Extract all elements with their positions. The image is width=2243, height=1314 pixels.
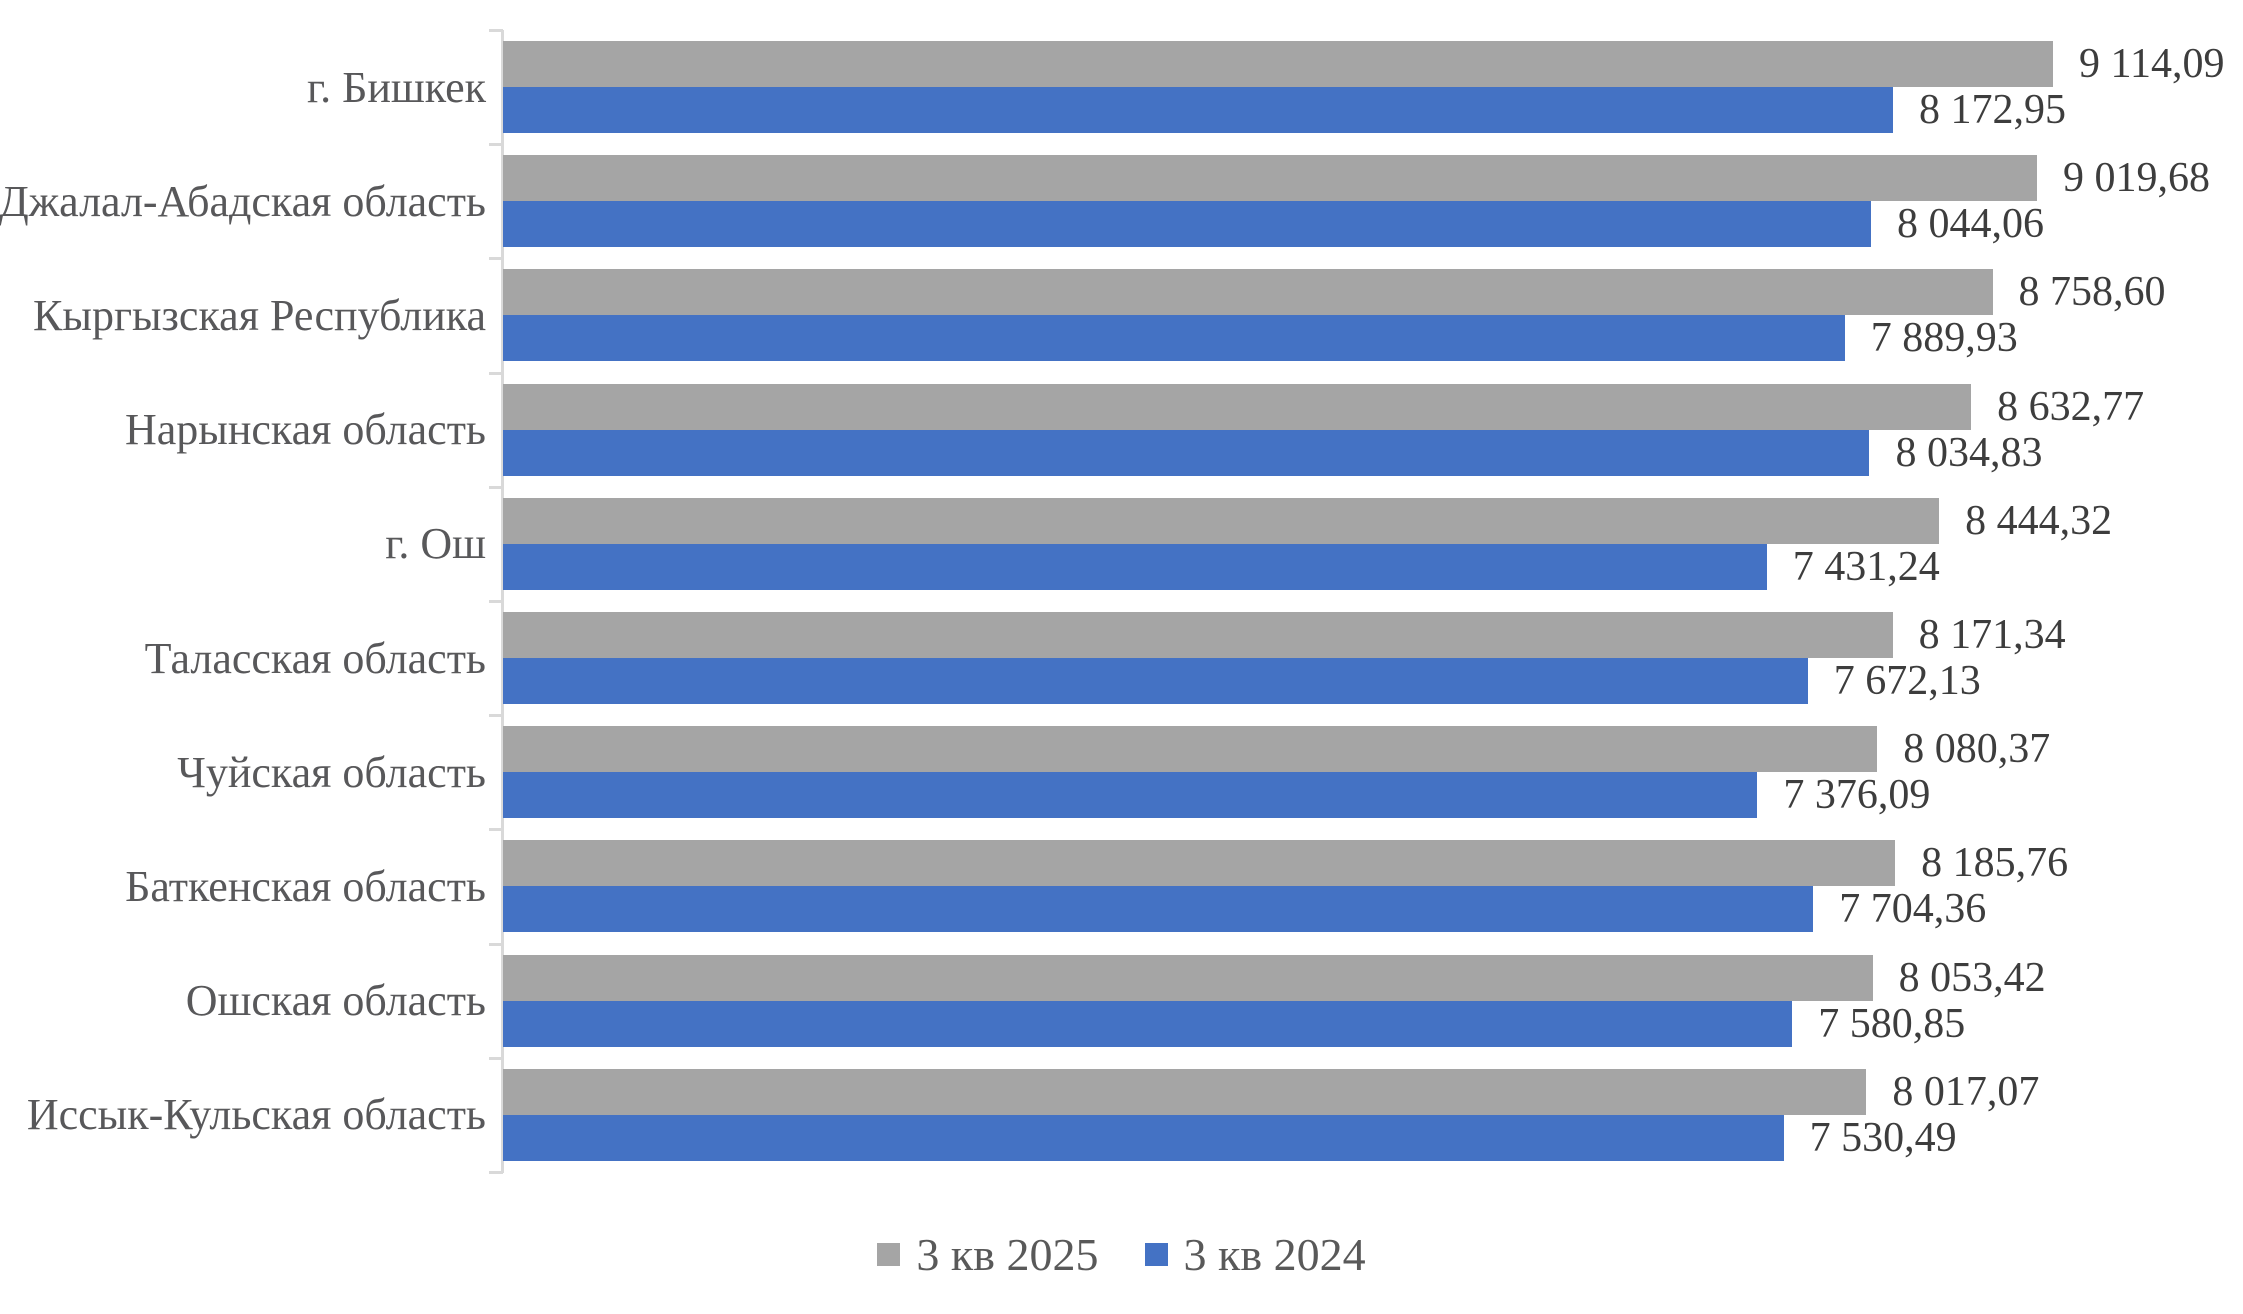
- bar-3kv2025: 8 185,76: [503, 840, 2068, 887]
- value-label-3kv2024: 8 044,06: [1897, 201, 2045, 248]
- bar-3kv2024: 8 172,95: [503, 87, 2066, 133]
- category-label: г. Ош: [385, 519, 486, 569]
- bar-3kv2024: 8 044,06: [503, 201, 2044, 248]
- bar-3kv2025: 8 080,37: [503, 726, 2050, 773]
- legend-swatch-icon: [877, 1243, 901, 1266]
- chart-row: Таласская область 8 171,34 7 672,13: [0, 601, 2243, 715]
- category-label: Баткенская область: [125, 861, 486, 911]
- plot-area: г. Бишкек 9 114,09 8 172,95 Джалал-Абадс…: [0, 30, 2243, 1172]
- value-label-3kv2025: 8 758,60: [2018, 269, 2166, 316]
- legend-item: 3 кв 2024: [1144, 1228, 1366, 1281]
- bar-3kv2024: 8 034,83: [503, 429, 2042, 476]
- bar-3kv2025: 9 019,68: [503, 155, 2210, 202]
- bar-3kv2024: 7 704,36: [503, 886, 1986, 933]
- bar-group: 8 185,76 7 704,36: [503, 840, 2068, 933]
- value-label-3kv2024: 7 704,36: [1839, 886, 1987, 933]
- value-label-3kv2024: 7 431,24: [1792, 543, 1940, 590]
- bar-group: 8 017,07 7 530,49: [503, 1068, 2053, 1161]
- chart-row: Чуйская область 8 080,37 7 376,09: [0, 715, 2243, 829]
- bar-3kv2025: 8 017,07: [503, 1068, 2039, 1115]
- bar-3kv2025: 8 171,34: [503, 612, 2066, 658]
- value-label-3kv2024: 8 172,95: [1918, 87, 2066, 133]
- value-label-3kv2025: 8 632,77: [1997, 383, 2145, 430]
- bar-group: 8 444,32 7 431,24: [503, 497, 2112, 590]
- value-label-3kv2025: 8 171,34: [1918, 612, 2066, 658]
- bar-3kv2025: 9 114,09: [503, 41, 2224, 87]
- category-label: Иссык-Кульская область: [26, 1090, 486, 1140]
- bar-3kv2025: 8 632,77: [503, 383, 2144, 430]
- bar-group: 8 053,42 7 580,85: [503, 954, 2053, 1047]
- chart-row: Иссык-Кульская область 8 017,07 7 530,49: [0, 1058, 2243, 1172]
- value-label-3kv2024: 8 034,83: [1895, 429, 2043, 476]
- axis-tick: [489, 600, 503, 603]
- bar-3kv2024: 7 530,49: [503, 1114, 1957, 1161]
- bar-group: 8 080,37 7 376,09: [503, 726, 2053, 819]
- axis-tick: [489, 1056, 503, 1060]
- value-label-3kv2025: 8 017,07: [1892, 1068, 2040, 1115]
- category-label: Ошская область: [185, 976, 486, 1026]
- axis-tick: [489, 257, 503, 261]
- legend: 3 кв 2025 3 кв 2024: [0, 1228, 2243, 1281]
- bar-3kv2024: 7 580,85: [503, 1000, 1965, 1047]
- axis-tick: [489, 371, 503, 375]
- category-label: Чуйская область: [177, 747, 486, 797]
- bar-3kv2024: 7 672,13: [503, 658, 1981, 704]
- bar-3kv2024: 7 376,09: [503, 772, 1930, 819]
- bar-group: 8 171,34 7 672,13: [503, 612, 2066, 704]
- chart-row: Нарынская область 8 632,77 8 034,83: [0, 373, 2243, 487]
- bar-3kv2025: 8 053,42: [503, 954, 2046, 1001]
- legend-item-label: 3 кв 2024: [1183, 1229, 1366, 1280]
- chart-row: г. Бишкек 9 114,09 8 172,95: [0, 30, 2243, 144]
- chart-row: Баткенская область 8 185,76 7 704,36: [0, 829, 2243, 943]
- chart-row: Кыргызская Республика 8 758,60 7 889,93: [0, 258, 2243, 372]
- bar-group: 8 632,77 8 034,83: [503, 383, 2144, 476]
- value-label-3kv2025: 8 444,32: [1965, 497, 2113, 544]
- legend-swatch-icon: [1144, 1243, 1168, 1266]
- axis-tick: [489, 143, 503, 147]
- bar-3kv2025: 8 444,32: [503, 497, 2112, 544]
- value-label-3kv2025: 8 053,42: [1898, 954, 2046, 1001]
- bar-3kv2024: 7 431,24: [503, 543, 1940, 590]
- chart-row: Джалал-Абадская область 9 019,68 8 044,0…: [0, 144, 2243, 258]
- bar-3kv2025: 8 758,60: [503, 269, 2166, 316]
- category-label: г. Бишкек: [307, 62, 486, 112]
- value-label-3kv2024: 7 376,09: [1783, 772, 1931, 819]
- axis-tick: [489, 714, 503, 718]
- value-label-3kv2025: 9 019,68: [2062, 155, 2210, 202]
- value-label-3kv2025: 9 114,09: [2079, 41, 2225, 87]
- category-label: Нарынская область: [124, 405, 486, 455]
- axis-tick: [489, 1171, 503, 1174]
- chart-row: Ошская область 8 053,42 7 580,85: [0, 944, 2243, 1058]
- value-label-3kv2025: 8 185,76: [1921, 840, 2069, 887]
- bar-group: 9 019,68 8 044,06: [503, 155, 2210, 248]
- value-label-3kv2025: 8 080,37: [1903, 726, 2051, 773]
- category-label: Джалал-Абадская область: [0, 176, 486, 226]
- value-label-3kv2024: 7 672,13: [1833, 658, 1981, 704]
- category-label: Кыргызская Республика: [33, 290, 486, 340]
- value-label-3kv2024: 7 580,85: [1818, 1000, 1966, 1047]
- legend-item: 3 кв 2025: [877, 1228, 1099, 1281]
- value-label-3kv2024: 7 889,93: [1870, 315, 2018, 362]
- axis-tick: [489, 485, 503, 489]
- bar-group: 8 758,60 7 889,93: [503, 269, 2166, 362]
- axis-tick: [489, 828, 503, 832]
- chart-row: г. Ош 8 444,32 7 431,24: [0, 487, 2243, 601]
- axis-tick: [489, 29, 503, 32]
- value-label-3kv2024: 7 530,49: [1809, 1114, 1957, 1161]
- category-label: Таласская область: [144, 633, 486, 683]
- axis-tick: [489, 942, 503, 946]
- bar-3kv2024: 7 889,93: [503, 315, 2018, 362]
- legend-item-label: 3 кв 2025: [916, 1229, 1099, 1280]
- bar-group: 9 114,09 8 172,95: [503, 41, 2224, 133]
